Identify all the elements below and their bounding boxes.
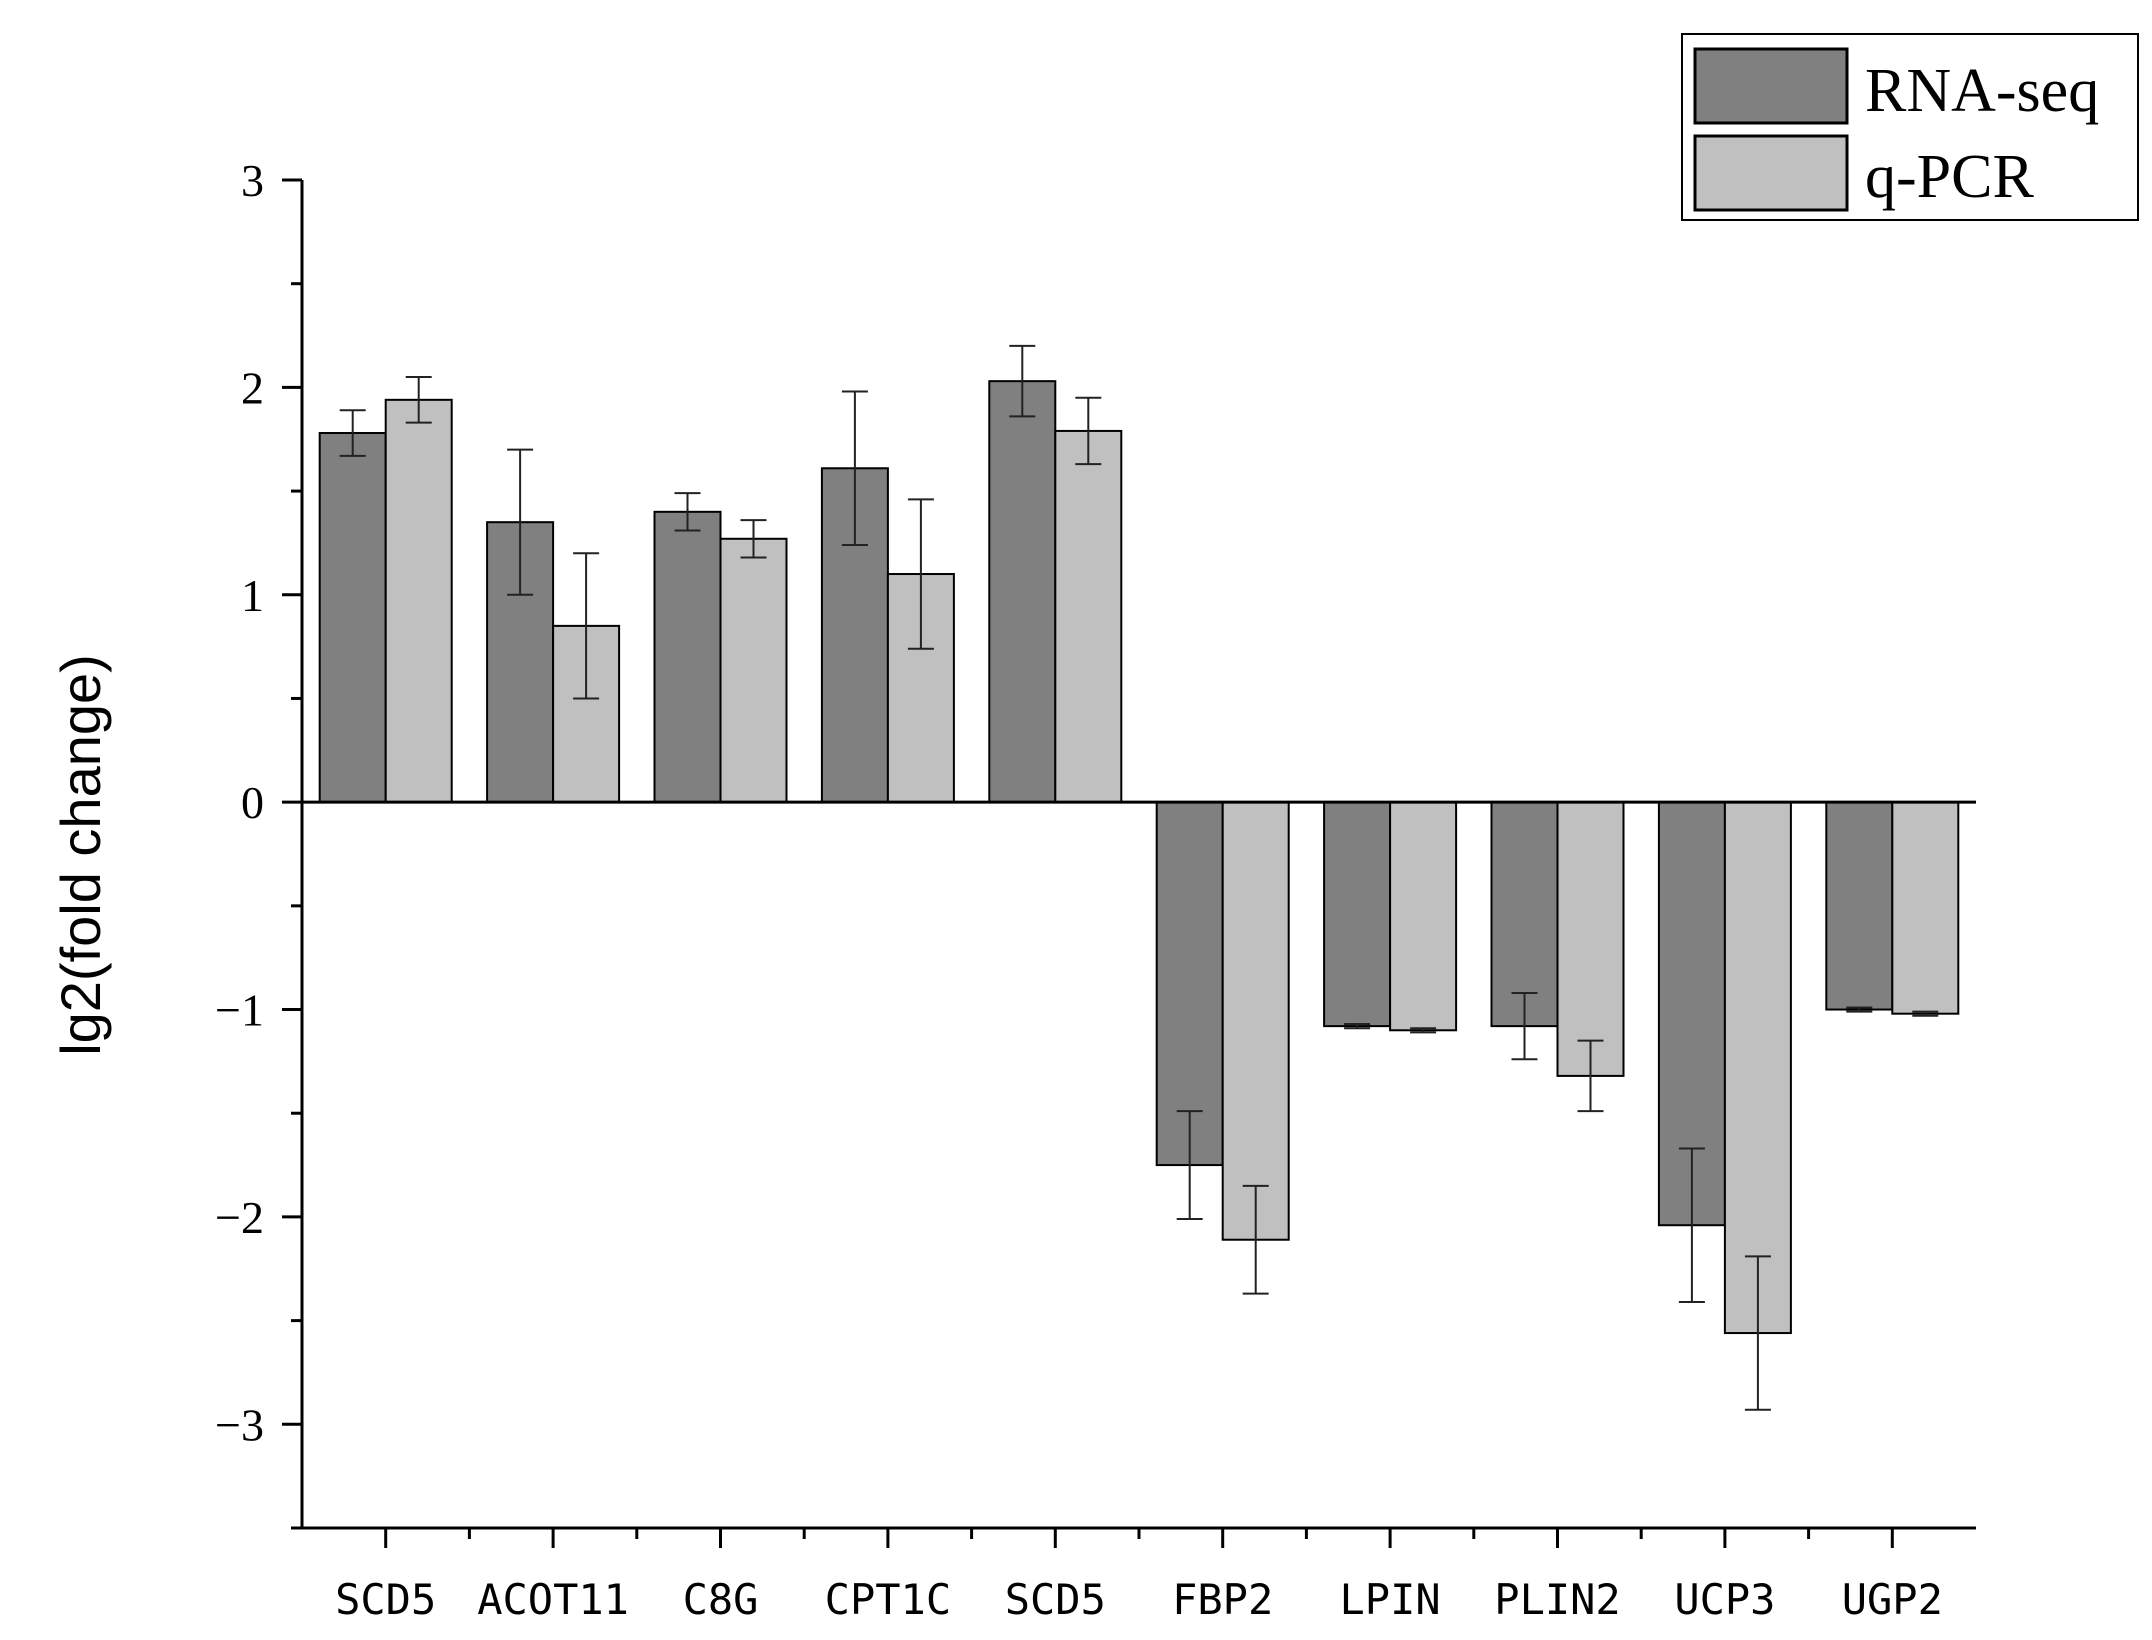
bar [1323,801,1392,1028]
legend-label-rna-seq: RNA-seq [1865,57,2099,125]
bar [719,537,788,804]
x-tick-label: ACOT11 [477,1575,629,1624]
bar [1825,801,1894,1011]
y-tick-label: −1 [215,985,264,1036]
y-tick-label: 2 [241,362,264,413]
bar [1556,801,1625,1077]
bar [318,432,387,804]
y-tick-label: −3 [215,1399,264,1450]
bar [653,510,722,804]
bar [384,398,453,804]
y-tick-label: 0 [241,777,264,828]
x-axis: SCD5 ACOT11 C8G CPT1C SCD5 FBP2 LPIN PLIN2 UCP3 U… [302,1526,1976,1624]
y-tick-label: 3 [241,155,264,206]
y-axis-title: lg2(fold change) [49,654,112,1056]
x-tick-label: UCP3 [1674,1575,1775,1624]
y-axis: −3 −2 −1 0 1 2 3 [215,155,304,1530]
x-tick-label: FBP2 [1172,1575,1273,1624]
bar [1155,801,1224,1167]
x-tick-label: SCD5 [1005,1575,1106,1624]
y-tick-label: 1 [241,570,264,621]
x-tick-label: UGP2 [1842,1575,1943,1624]
x-tick-label: SCD5 [335,1575,436,1624]
legend-label-q-pcr: q-PCR [1865,143,2034,211]
legend: RNA-seq q-PCR [1681,33,2139,221]
bar [988,380,1057,804]
bar [1891,801,1960,1015]
bar [1723,801,1792,1335]
bar [1054,429,1123,804]
x-tick-label: CPT1C [825,1575,951,1624]
legend-swatch-rna-seq [1693,47,1849,125]
bar [1389,801,1458,1032]
legend-swatch-q-pcr [1693,134,1849,212]
x-tick-label: PLIN2 [1494,1575,1620,1624]
bar [1221,801,1290,1241]
x-tick-label: C8G [683,1575,759,1624]
x-tick-label: LPIN [1340,1575,1441,1624]
y-tick-label: −2 [215,1192,264,1243]
plot-area [302,344,1976,1411]
